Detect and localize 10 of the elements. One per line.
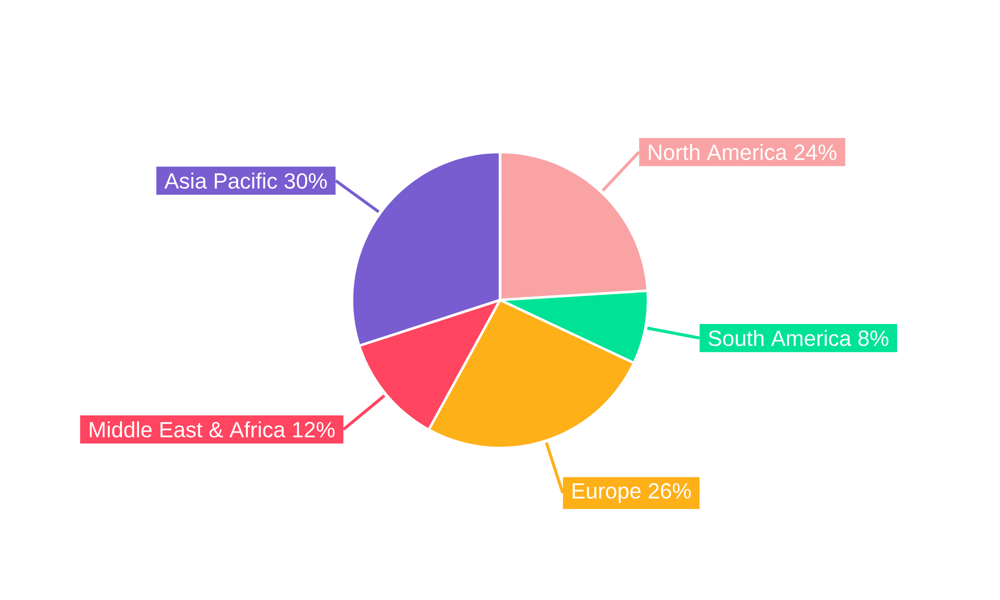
slice-label: South America xyxy=(708,330,852,346)
data-label: 12% xyxy=(293,422,335,438)
data-label: 8% xyxy=(858,330,888,346)
data-label: 24% xyxy=(794,144,836,160)
slice-label: North America xyxy=(648,144,788,160)
slice-label: Asia Pacific xyxy=(164,172,278,189)
data-label: 26% xyxy=(648,483,691,499)
slice-label: Europe xyxy=(572,483,641,503)
data-label: 30% xyxy=(284,173,327,189)
slice-label: Middle East & Africa xyxy=(90,421,286,438)
